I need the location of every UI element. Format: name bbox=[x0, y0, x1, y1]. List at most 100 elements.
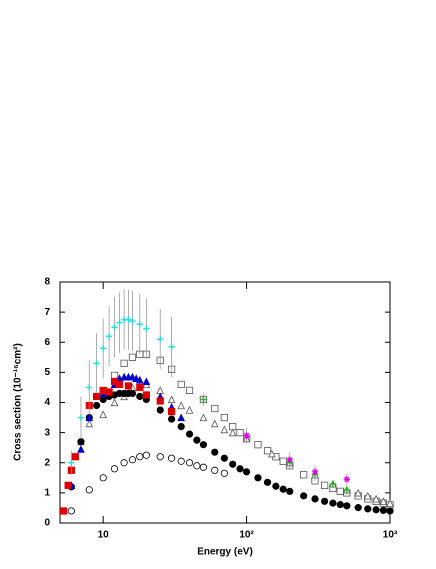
data-point bbox=[242, 468, 251, 476]
data-point bbox=[311, 468, 319, 475]
data-point bbox=[99, 395, 107, 404]
data-point bbox=[85, 419, 94, 428]
data-point bbox=[199, 413, 208, 422]
data-point bbox=[211, 466, 219, 474]
data-point bbox=[286, 456, 293, 463]
y-tick-label: 1 bbox=[44, 488, 50, 499]
data-point bbox=[110, 465, 119, 473]
y-tick-label: 0 bbox=[44, 518, 50, 529]
y-tick-label: 8 bbox=[44, 277, 50, 288]
data-point bbox=[77, 438, 85, 446]
data-point bbox=[311, 495, 319, 503]
data-point bbox=[300, 471, 308, 479]
data-point bbox=[167, 395, 176, 404]
data-point bbox=[177, 380, 185, 389]
data-point bbox=[329, 499, 337, 507]
data-point bbox=[136, 453, 144, 461]
data-point bbox=[220, 413, 228, 422]
data-point bbox=[300, 492, 308, 500]
data-point bbox=[220, 469, 228, 477]
data-point bbox=[128, 353, 137, 361]
data-point bbox=[363, 491, 372, 500]
data-point bbox=[185, 430, 194, 438]
data-point bbox=[364, 505, 372, 513]
data-point bbox=[379, 506, 388, 514]
data-point bbox=[111, 323, 118, 331]
data-point bbox=[193, 462, 201, 470]
data-point bbox=[185, 386, 194, 395]
data-point bbox=[120, 359, 128, 367]
data-point bbox=[105, 388, 113, 396]
data-point bbox=[93, 392, 101, 401]
data-point bbox=[68, 459, 75, 466]
data-point bbox=[60, 507, 68, 515]
data-point bbox=[210, 419, 219, 428]
data-point bbox=[321, 497, 329, 505]
data-point bbox=[136, 392, 144, 401]
data-point bbox=[77, 414, 85, 421]
y-tick-label: 2 bbox=[44, 457, 50, 468]
data-point bbox=[143, 325, 150, 332]
data-point bbox=[254, 441, 262, 449]
data-point bbox=[142, 451, 150, 459]
data-point bbox=[336, 501, 344, 509]
x-axis-label: Energy (eV) bbox=[197, 547, 253, 558]
data-point bbox=[157, 336, 164, 343]
data-point bbox=[329, 480, 337, 488]
data-point bbox=[142, 391, 150, 399]
data-point bbox=[263, 478, 272, 486]
data-point bbox=[77, 445, 85, 453]
data-point bbox=[211, 404, 219, 413]
data-point bbox=[110, 398, 119, 407]
data-point bbox=[193, 436, 201, 444]
data-point bbox=[71, 453, 79, 461]
data-point bbox=[99, 345, 107, 352]
data-point bbox=[177, 422, 185, 431]
x-tick-label: 10³ bbox=[383, 530, 398, 541]
data-point bbox=[177, 413, 186, 422]
data-point bbox=[167, 407, 176, 416]
data-point bbox=[263, 447, 272, 455]
data-point bbox=[354, 488, 363, 497]
data-point bbox=[343, 476, 351, 483]
data-point bbox=[128, 389, 137, 398]
data-point bbox=[279, 457, 287, 465]
data-point bbox=[124, 382, 133, 390]
y-tick-label: 7 bbox=[44, 307, 50, 318]
data-point bbox=[120, 459, 128, 467]
x-tick-label: 10² bbox=[239, 530, 254, 541]
data-point bbox=[199, 441, 208, 449]
data-point bbox=[286, 487, 294, 495]
data-point bbox=[156, 397, 164, 405]
data-point bbox=[93, 360, 100, 367]
data-point bbox=[279, 485, 287, 493]
data-point bbox=[86, 384, 93, 391]
data-point bbox=[185, 459, 194, 467]
data-point bbox=[254, 474, 262, 482]
data-point bbox=[354, 504, 362, 512]
data-point bbox=[110, 371, 119, 379]
data-point bbox=[93, 401, 101, 410]
data-point bbox=[67, 507, 75, 515]
data-point bbox=[129, 317, 136, 325]
data-point bbox=[343, 486, 351, 494]
y-tick-label: 6 bbox=[44, 337, 50, 348]
data-point bbox=[115, 380, 124, 389]
data-point bbox=[386, 507, 394, 515]
data-point bbox=[168, 343, 175, 350]
data-point bbox=[136, 320, 143, 328]
data-point bbox=[156, 406, 164, 414]
data-point bbox=[125, 316, 132, 323]
data-point bbox=[386, 499, 394, 508]
data-point bbox=[85, 486, 93, 494]
data-point bbox=[379, 497, 388, 505]
data-point bbox=[64, 481, 72, 489]
data-point bbox=[229, 460, 237, 468]
y-tick-label: 4 bbox=[44, 397, 50, 408]
data-point bbox=[220, 425, 229, 434]
data-point bbox=[156, 453, 164, 461]
x-tick-label: 10 bbox=[98, 530, 110, 541]
data-point bbox=[85, 413, 94, 422]
data-point bbox=[128, 372, 137, 381]
